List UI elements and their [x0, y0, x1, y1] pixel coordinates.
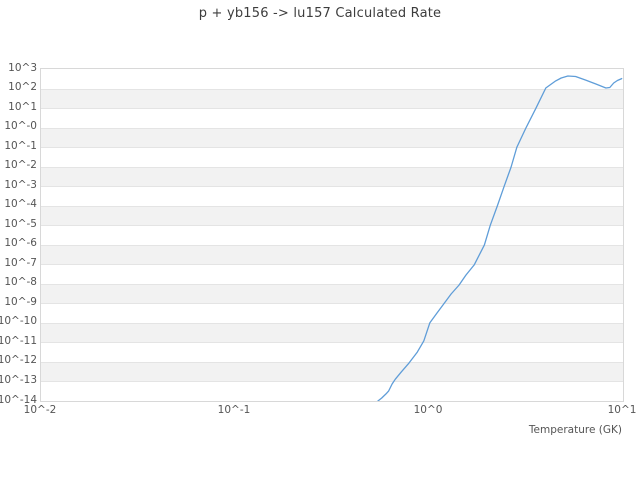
gridline — [41, 224, 623, 226]
y-tick-label: 10^-13 — [0, 373, 37, 386]
y-tick-label: 10^-4 — [4, 198, 37, 211]
x-tick-label: 10^-1 — [217, 404, 251, 416]
x-tick-label: 10^-2 — [23, 404, 57, 416]
y-tick-label: 10^-2 — [4, 159, 37, 172]
decade-band — [41, 205, 623, 226]
decade-band — [41, 264, 623, 284]
y-tick-label: 10^-0 — [4, 120, 37, 133]
y-tick-label: 10^-6 — [4, 237, 37, 250]
x-axis-label: Temperature (GK) — [528, 424, 622, 436]
decade-band — [41, 69, 623, 89]
decade-band — [41, 108, 623, 128]
y-tick-label: 10^-10 — [0, 315, 37, 328]
decade-band — [41, 225, 623, 245]
decade-band — [41, 127, 623, 148]
decade-band — [41, 322, 623, 343]
y-tick-label: 10^-12 — [0, 354, 37, 367]
y-tick-label: 10^-9 — [4, 295, 37, 308]
x-tick-label: 10^1 — [607, 404, 637, 416]
decade-band — [41, 361, 623, 382]
gridline — [41, 380, 623, 382]
decade-band — [41, 88, 623, 109]
gridline — [41, 107, 623, 109]
y-tick-label: 10^-5 — [4, 217, 37, 230]
decade-band — [41, 166, 623, 187]
y-tick-label: 10^-11 — [0, 334, 37, 347]
y-tick-label: 10^-3 — [4, 178, 37, 191]
y-tick-label: 10^-7 — [4, 256, 37, 269]
plot-area — [40, 68, 624, 402]
y-tick-label: 10^-14 — [0, 393, 37, 406]
gridline — [41, 341, 623, 343]
y-tick-label: 10^2 — [8, 81, 37, 94]
gridline — [41, 146, 623, 148]
decade-band — [41, 303, 623, 323]
decade-band — [41, 147, 623, 167]
gridline — [41, 302, 623, 304]
gridline — [41, 127, 623, 129]
gridline — [41, 185, 623, 187]
y-tick-label: 10^3 — [8, 61, 37, 74]
gridline — [41, 244, 623, 246]
gridline — [41, 205, 623, 207]
y-tick-label: 10^-8 — [4, 276, 37, 289]
rate-curve — [377, 75, 623, 401]
decade-band — [41, 381, 623, 401]
gridline — [41, 283, 623, 285]
x-tick-label: 10^0 — [413, 404, 443, 416]
chart-title: p + yb156 -> lu157 Calculated Rate — [198, 6, 442, 21]
decade-band — [41, 186, 623, 206]
gridline — [41, 88, 623, 90]
rate-line — [377, 75, 623, 401]
gridline — [41, 263, 623, 265]
gridline — [41, 322, 623, 324]
decade-band — [41, 283, 623, 304]
gridline — [41, 361, 623, 363]
decade-band — [41, 342, 623, 362]
y-tick-label: 10^1 — [8, 100, 37, 113]
y-tick-label: 10^-1 — [4, 139, 37, 152]
gridline — [41, 166, 623, 168]
